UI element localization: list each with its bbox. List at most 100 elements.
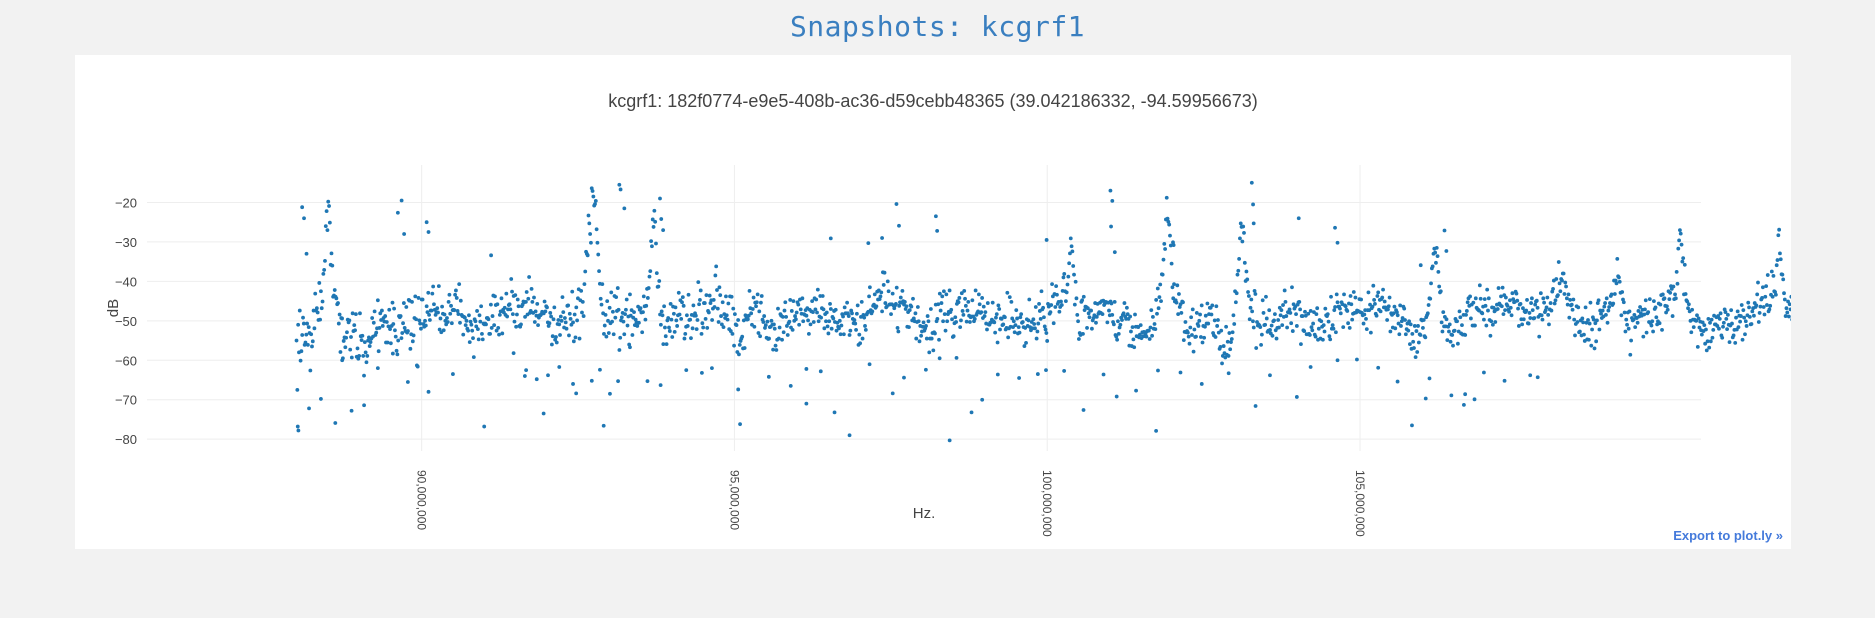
data-point (1576, 305, 1581, 310)
outlier-point (349, 408, 354, 413)
data-point (1593, 321, 1598, 326)
data-point (643, 317, 648, 322)
data-point (820, 294, 825, 298)
data-point (998, 327, 1002, 332)
data-point (941, 289, 946, 294)
data-point (718, 293, 723, 298)
data-point (1644, 330, 1649, 335)
data-point (581, 314, 586, 318)
data-point (1039, 289, 1044, 294)
data-point (878, 294, 883, 299)
data-point (829, 326, 834, 331)
data-point (1786, 299, 1790, 304)
data-point (853, 321, 858, 326)
data-point (1094, 314, 1099, 319)
data-point (1349, 302, 1354, 307)
data-point (1062, 271, 1067, 276)
outlier-point (628, 345, 632, 350)
data-point (1406, 328, 1411, 333)
data-point (755, 292, 760, 297)
scatter-chart[interactable]: −20 −30 −40 −50 −60 −70 −80 90,000,000 95,000,0… (75, 55, 1791, 549)
data-point (794, 310, 799, 315)
data-point (493, 294, 497, 299)
data-point (492, 323, 497, 328)
data-point (1269, 323, 1274, 328)
data-point (968, 320, 972, 324)
data-point (1690, 307, 1695, 312)
data-point (305, 321, 309, 326)
data-point (947, 288, 952, 293)
data-point (1726, 313, 1730, 317)
data-point (651, 225, 656, 229)
outlier-point (1226, 371, 1231, 376)
data-point (671, 311, 676, 316)
data-point (1557, 281, 1562, 286)
data-point (1223, 355, 1228, 360)
data-point (319, 306, 324, 311)
data-point (1130, 325, 1135, 330)
data-point (961, 313, 966, 317)
data-point (959, 291, 964, 296)
data-point (996, 303, 1001, 308)
data-point (881, 283, 886, 287)
data-point (1731, 333, 1736, 338)
data-point (479, 304, 484, 309)
data-point (1068, 236, 1073, 241)
data-point (560, 295, 565, 300)
data-point (1507, 309, 1512, 314)
chart-title: kcgrf1: 182f0774-e9e5-408b-ac36-d59cebb4… (608, 91, 1258, 111)
data-point (1323, 306, 1328, 311)
data-point (1591, 317, 1596, 322)
data-point (1054, 284, 1059, 289)
data-point (1530, 308, 1535, 313)
outlier-point (1294, 395, 1299, 399)
data-point (985, 301, 990, 305)
data-point (295, 387, 300, 392)
data-point (353, 328, 357, 333)
outlier-point (1482, 370, 1486, 375)
data-point (1412, 346, 1416, 350)
data-point (338, 350, 343, 354)
outlier-point (589, 378, 594, 383)
outlier-point (995, 372, 1000, 377)
data-point (704, 293, 709, 298)
data-point (707, 293, 712, 298)
data-point (1036, 321, 1041, 326)
data-point (449, 321, 454, 326)
data-point (765, 319, 770, 324)
data-point (1254, 346, 1259, 350)
data-point (953, 315, 958, 320)
data-point (445, 320, 450, 324)
data-point (757, 309, 762, 314)
data-point (606, 331, 611, 335)
data-point (729, 294, 734, 299)
data-point (301, 321, 306, 326)
data-point (497, 332, 501, 337)
data-point (1691, 325, 1696, 330)
data-point (1253, 292, 1258, 296)
data-point (962, 288, 967, 293)
export-to-plotly-link[interactable]: Export to plot.ly » (1673, 528, 1783, 543)
data-point (477, 313, 482, 318)
outlier-point (1335, 358, 1340, 363)
data-point (607, 305, 612, 310)
data-point (1261, 311, 1266, 315)
data-point (303, 340, 308, 345)
outlier-point (598, 367, 602, 372)
data-point (1689, 330, 1694, 335)
data-point (915, 305, 920, 309)
data-point (1416, 340, 1421, 345)
data-point (1733, 341, 1738, 345)
data-point (378, 311, 383, 316)
data-point (1283, 299, 1288, 304)
data-point (370, 316, 375, 320)
data-point (913, 311, 918, 316)
data-point (1718, 311, 1723, 316)
data-point (1447, 329, 1451, 334)
data-point (294, 338, 299, 343)
data-point (1017, 330, 1022, 335)
data-point (788, 298, 793, 302)
data-point (1614, 281, 1619, 286)
data-point (777, 325, 782, 330)
data-point (1276, 318, 1281, 322)
